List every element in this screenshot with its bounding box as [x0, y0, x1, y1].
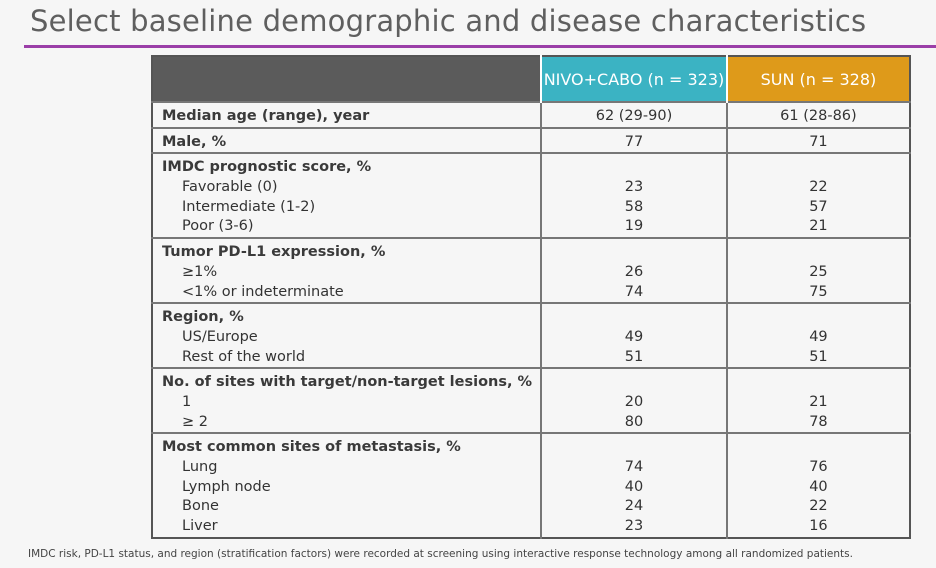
nivo-cabo-value: 23: [624, 518, 644, 535]
nivo-cabo-value: [542, 243, 726, 263]
row-sublabel: Intermediate (1-2): [182, 198, 316, 215]
row-sublabel: <1% or indeterminate: [182, 283, 344, 300]
sun-value: [728, 158, 909, 178]
nivo-cabo-value: 80: [624, 413, 644, 430]
row-sublabel: Bone: [182, 498, 219, 515]
row-label-cell: Most common sites of metastasis, % Lung Ly…: [152, 432, 542, 538]
table-header-row: NIVO+CABO (n = 323) SUN (n = 328): [152, 56, 910, 102]
nivo-cabo-value: 74: [624, 459, 644, 475]
nivo-cabo-value-cell: 62 (29-90): [540, 101, 727, 128]
sun-value: 22: [809, 498, 828, 515]
row-heading: Region, %: [162, 309, 244, 326]
sun-value: 57: [809, 198, 828, 215]
row-label-cell: IMDC prognostic score, % Favorable (0) Int…: [152, 152, 542, 239]
sun-value-cell: 76 40 22 16: [725, 432, 910, 538]
nivo-cabo-value: [542, 308, 726, 328]
row-sublabel: ≥ 2: [182, 413, 208, 430]
sun-value: 21: [809, 393, 828, 410]
nivo-cabo-value-cell: 23 58 19: [540, 152, 727, 239]
sun-value-cell: 61 (28-86): [725, 101, 910, 128]
table-row-group: Tumor PD-L1 expression, % ≥1% <1% or indet…: [152, 237, 910, 304]
nivo-cabo-value: 62 (29-90): [595, 108, 673, 124]
sun-value: [728, 373, 909, 393]
nivo-cabo-value: 74: [624, 283, 644, 300]
sun-value: 22: [809, 179, 828, 196]
nivo-cabo-value-cell: 49 51: [540, 302, 727, 369]
row-label-cell: Tumor PD-L1 expression, % ≥1% <1% or indet…: [152, 237, 542, 304]
sun-value: 71: [809, 133, 828, 150]
nivo-cabo-value-cell: 74 40 24 23: [540, 432, 727, 538]
row-label-cell: Region, % US/Europe Rest of the world: [152, 302, 542, 369]
baseline-characteristics-table: NIVO+CABO (n = 323) SUN (n = 328) Median…: [151, 55, 911, 539]
sun-value-cell: 21 78: [725, 367, 910, 434]
sun-value: [728, 438, 909, 458]
header-sun: SUN (n = 328): [725, 56, 910, 102]
sun-value: 61 (28-86): [780, 108, 857, 124]
sun-value: 21: [809, 218, 828, 235]
row-sublabel: Rest of the world: [182, 348, 306, 365]
row-heading: Male, %: [162, 133, 227, 150]
row-sublabel: ≥1%: [182, 263, 218, 280]
row-sublabel: Lung: [182, 459, 218, 475]
nivo-cabo-value: [542, 158, 726, 178]
nivo-cabo-value: 49: [624, 328, 644, 345]
row-label-cell: Male, %: [152, 126, 542, 154]
sun-value: [728, 308, 909, 328]
title-underline: [24, 45, 936, 48]
sun-value-cell: 49 51: [725, 302, 910, 369]
nivo-cabo-value: 19: [624, 218, 644, 235]
row-heading: IMDC prognostic score, %: [162, 159, 372, 176]
nivo-cabo-value-cell: 77: [540, 126, 727, 154]
header-nivo-cabo: NIVO+CABO (n = 323): [540, 56, 727, 102]
table-row-group: Region, % US/Europe Rest of the world 49 51 4…: [152, 302, 910, 369]
row-sublabel: Poor (3-6): [182, 218, 254, 235]
sun-value: [728, 243, 909, 263]
nivo-cabo-value: 58: [624, 198, 644, 215]
table-row-group: Most common sites of metastasis, % Lung Ly…: [152, 432, 910, 538]
nivo-cabo-value-cell: 20 80: [540, 367, 727, 434]
table-row-group: No. of sites with target/non-target lesi…: [152, 367, 910, 434]
row-heading: No. of sites with target/non-target lesi…: [162, 374, 533, 391]
row-sublabel: 1: [182, 393, 192, 410]
table-row-group: Median age (range), year 62 (29-90) 61 (28…: [152, 101, 910, 128]
sun-value: 51: [809, 348, 828, 365]
nivo-cabo-value: 40: [624, 478, 644, 495]
sun-value: 16: [809, 518, 828, 535]
nivo-cabo-value: 23: [624, 179, 644, 196]
footnote: IMDC risk, PD-L1 status, and region (str…: [28, 548, 853, 560]
sun-value: 25: [809, 263, 828, 280]
row-heading: Most common sites of metastasis, %: [162, 439, 461, 456]
sun-value-cell: 25 75: [725, 237, 910, 304]
nivo-cabo-value: 24: [624, 498, 644, 515]
row-label-cell: Median age (range), year: [152, 101, 542, 128]
table-row-group: IMDC prognostic score, % Favorable (0) Int…: [152, 152, 910, 239]
row-sublabel: US/Europe: [182, 328, 258, 345]
row-sublabel: Lymph node: [182, 478, 271, 495]
row-label-cell: No. of sites with target/non-target lesi…: [152, 367, 542, 434]
sun-value: 49: [809, 328, 828, 345]
row-heading: Median age (range), year: [162, 108, 370, 124]
nivo-cabo-value: 26: [624, 263, 644, 280]
sun-value: 78: [809, 413, 828, 430]
sun-value: 75: [809, 283, 828, 300]
sun-value-cell: 71: [725, 126, 910, 154]
sun-value-cell: 22 57 21: [725, 152, 910, 239]
nivo-cabo-value: 77: [624, 133, 644, 150]
nivo-cabo-value-cell: 26 74: [540, 237, 727, 304]
sun-value: 76: [809, 459, 828, 475]
table-row-group: Male, % 77 71: [152, 126, 910, 154]
row-sublabel: Favorable (0): [182, 179, 278, 196]
nivo-cabo-value: 51: [624, 348, 644, 365]
nivo-cabo-value: 20: [624, 393, 644, 410]
slide-title: Select baseline demographic and disease …: [30, 4, 867, 38]
sun-value: 40: [809, 478, 828, 495]
row-sublabel: Liver: [182, 518, 218, 535]
row-heading: Tumor PD-L1 expression, %: [162, 244, 386, 261]
nivo-cabo-value: [542, 438, 726, 458]
nivo-cabo-value: [542, 373, 726, 393]
table-body: Median age (range), year 62 (29-90) 61 (28…: [152, 101, 910, 538]
header-blank-cell: [152, 56, 542, 102]
